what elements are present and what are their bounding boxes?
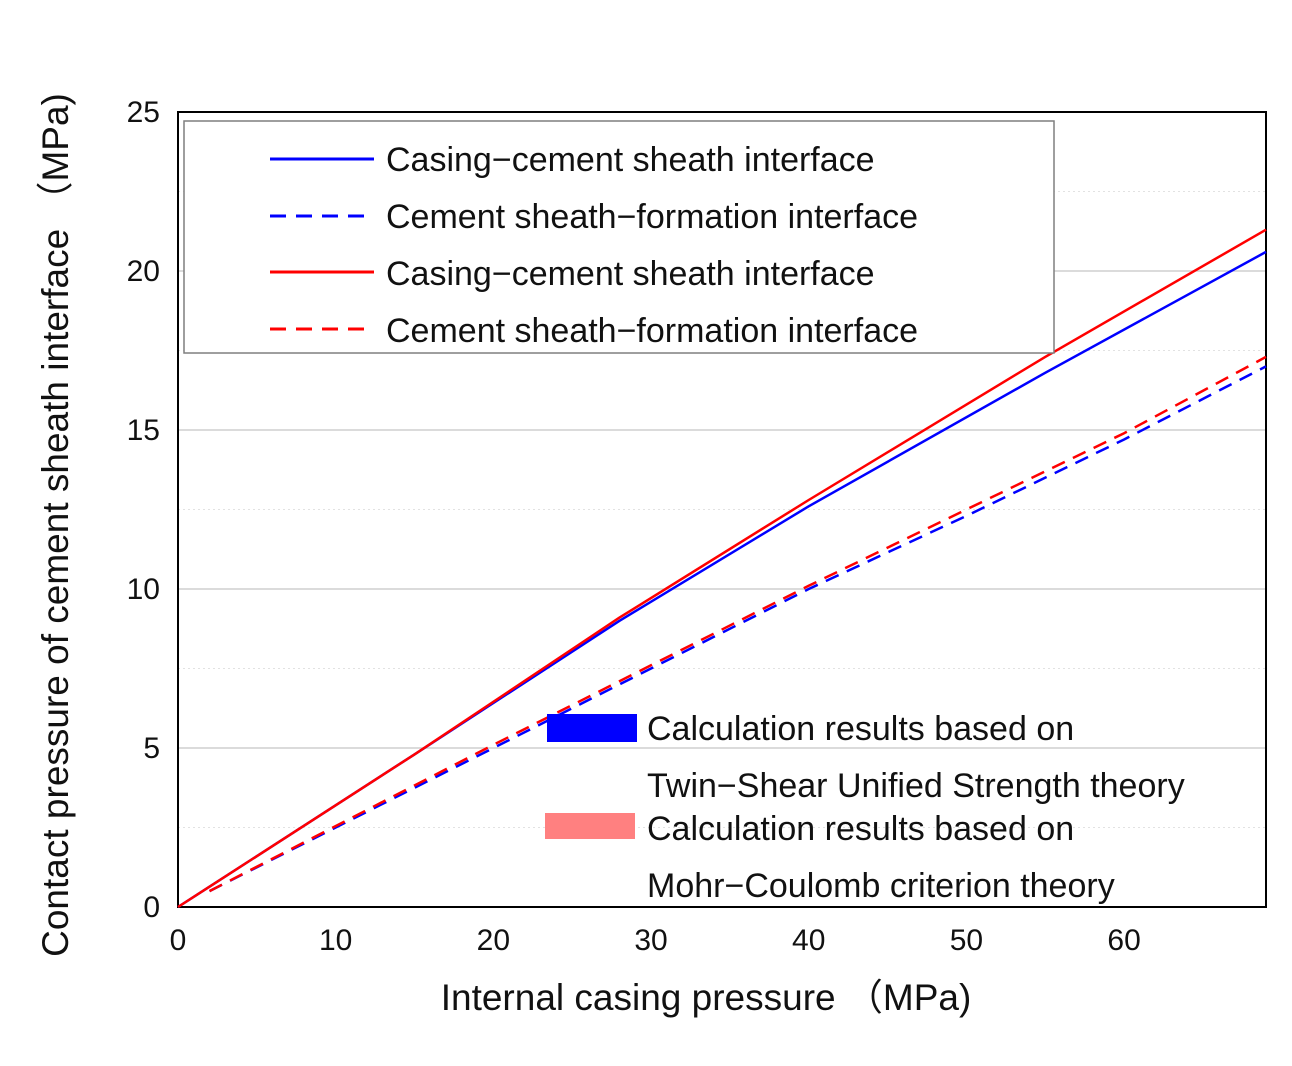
x-axis-label: Internal casing pressure （MPa) — [441, 977, 972, 1018]
y-axis-label: Contact pressure of cement sheath interf… — [35, 93, 76, 957]
legend-entry-4: Cement sheath−formation interface — [386, 312, 918, 350]
x-tick-label: 50 — [950, 924, 983, 957]
theory-swatch-blue — [547, 714, 637, 742]
series-line-2 — [208, 365, 1267, 893]
theory-swatch-pink — [545, 813, 635, 839]
theory-legend: Calculation results based on Twin−Shear … — [545, 710, 1185, 905]
theory-entry-2-line1: Calculation results based on — [647, 810, 1074, 848]
y-tick-label: 5 — [143, 732, 160, 765]
x-tick-label: 40 — [792, 924, 825, 957]
theory-entry-1-line1: Calculation results based on — [647, 710, 1074, 748]
x-tick-label: 30 — [634, 924, 667, 957]
x-tick-label: 60 — [1107, 924, 1140, 957]
y-tick-label: 0 — [143, 891, 160, 924]
legend-entry-1: Casing−cement sheath interface — [386, 141, 875, 179]
x-tick-label: 10 — [319, 924, 352, 957]
y-tick-label: 20 — [127, 255, 160, 288]
y-tick-label: 10 — [127, 573, 160, 606]
axis-ticks: 0 10 20 30 40 50 60 0 5 10 15 20 25 — [127, 96, 1141, 957]
y-tick-label: 15 — [127, 414, 160, 447]
x-tick-label: 0 — [170, 924, 187, 957]
series-legend: Casing−cement sheath interface Cement sh… — [183, 120, 1055, 354]
legend-entry-3: Casing−cement sheath interface — [386, 255, 875, 293]
theory-entry-1-line2: Twin−Shear Unified Strength theory — [647, 767, 1185, 805]
series-line-3 — [177, 228, 1267, 909]
legend-entry-2: Cement sheath−formation interface — [386, 198, 918, 236]
x-tick-label: 20 — [477, 924, 510, 957]
series-lines — [177, 228, 1267, 909]
series-line-4 — [208, 355, 1267, 893]
theory-entry-2-line2: Mohr−Coulomb criterion theory — [647, 867, 1115, 905]
plot-area-frame — [177, 111, 1267, 908]
y-tick-label: 25 — [127, 96, 160, 129]
